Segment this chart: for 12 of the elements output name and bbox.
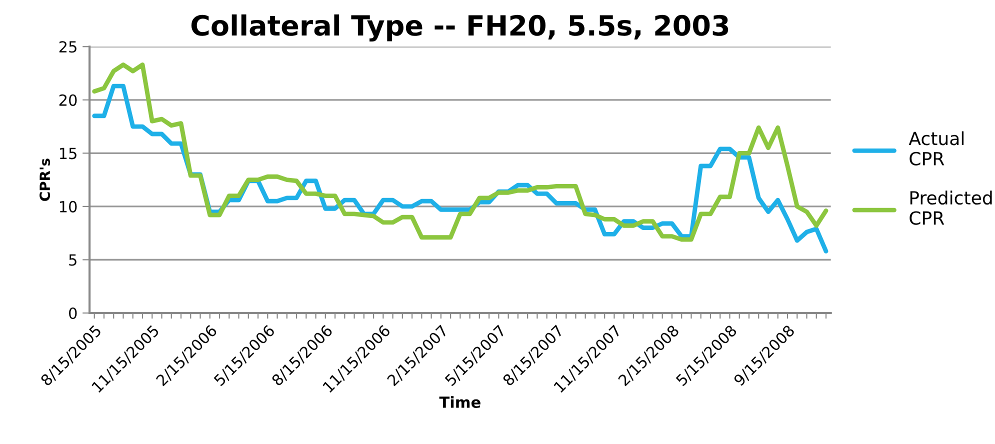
y-tick-label: 10	[60, 200, 77, 212]
x-axis-title: Time	[439, 396, 480, 408]
line-series	[92, 62, 828, 242]
y-tick-label: 5	[69, 254, 76, 266]
chart-title: Collateral Type -- FH20, 5.5s, 2003	[191, 14, 728, 42]
legend-label: Actual CPR	[908, 131, 964, 166]
y-tick-label: 15	[60, 148, 76, 160]
y-axis-title: CPR's	[40, 158, 50, 201]
y-tick-label: 0	[69, 307, 77, 320]
y-tick-label: 25	[59, 41, 76, 53]
y-tick-label: 20	[59, 94, 77, 106]
legend-label: Predicted CPR	[910, 190, 992, 225]
